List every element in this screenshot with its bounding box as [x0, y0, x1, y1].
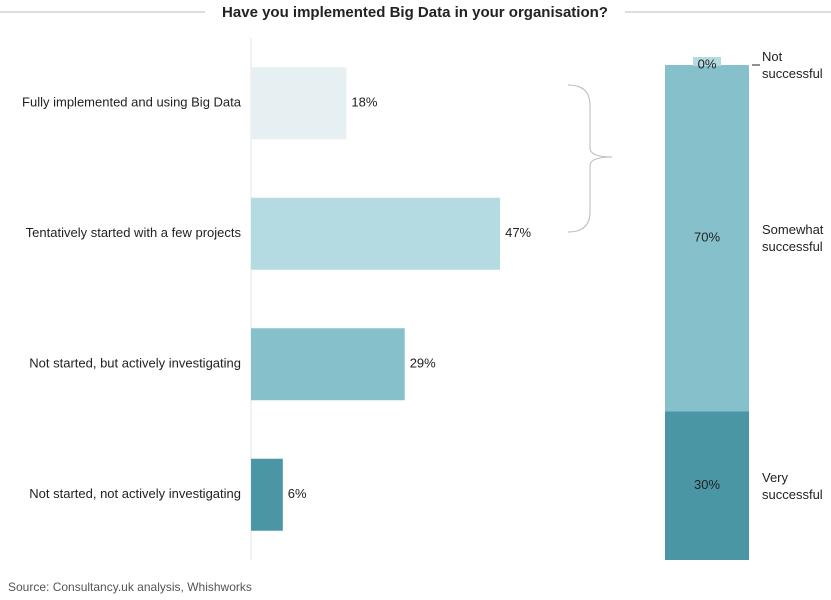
bracket: [567, 84, 613, 233]
value-label: 6%: [288, 486, 307, 501]
value-label: 47%: [505, 225, 531, 240]
value-label: 29%: [410, 356, 436, 371]
value-label: 18%: [351, 95, 377, 110]
bar: [251, 458, 283, 531]
category-label: Tentatively started with a few projects: [26, 225, 242, 240]
legend-label: Very successful: [762, 469, 823, 502]
value-label: 0%: [698, 56, 717, 71]
value-label: 70%: [694, 230, 720, 245]
stack-segment: [665, 411, 749, 560]
value-label: 30%: [694, 477, 720, 492]
source: Source: Consultancy.uk analysis, Whishwo…: [8, 580, 252, 594]
legend-label: Not successful: [762, 49, 823, 81]
stack-segment: [665, 65, 749, 412]
category-label: Not started, not actively investigating: [29, 486, 241, 501]
bar: [251, 67, 347, 140]
chart-title: Have you implemented Big Data in your or…: [222, 4, 608, 21]
legend-label: Somewhat successful: [762, 222, 824, 255]
bar: [251, 328, 405, 401]
category-label: Not started, but actively investigating: [29, 356, 241, 371]
category-label: Fully implemented and using Big Data: [22, 95, 242, 110]
bar: [251, 197, 501, 270]
zero-label-box: [693, 57, 721, 66]
